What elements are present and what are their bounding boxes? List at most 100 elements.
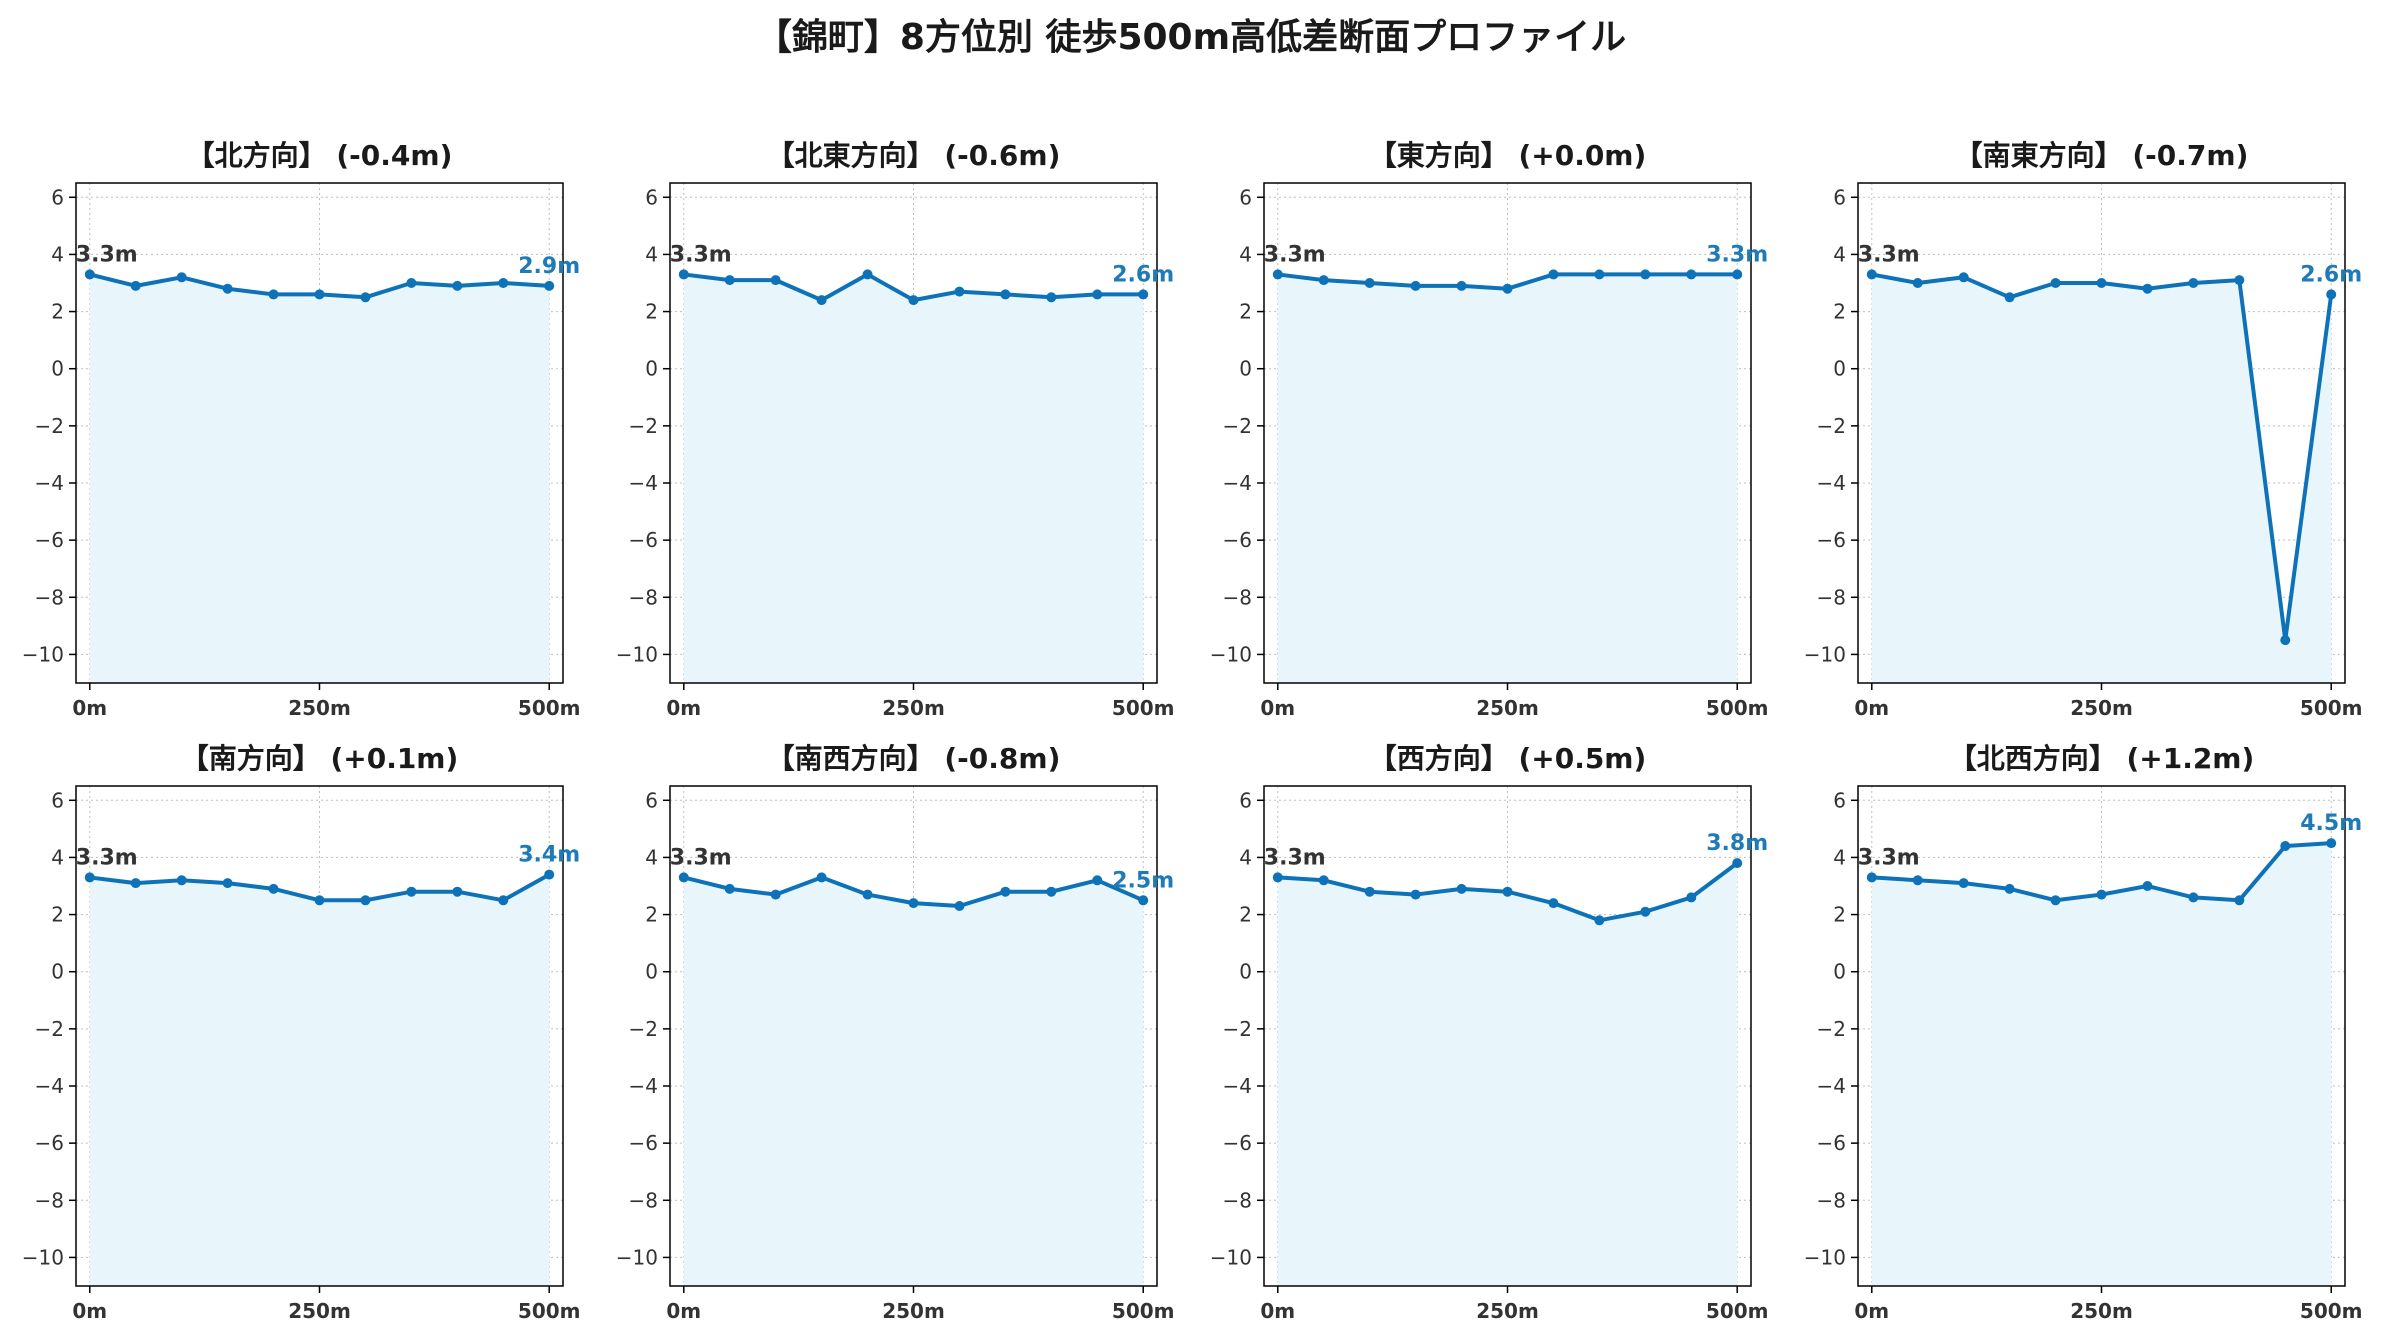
data-point [360,895,371,906]
data-point [268,883,279,894]
y-tick-label: −4 [35,1074,64,1098]
y-tick-label: 6 [645,788,658,812]
data-point [770,275,781,286]
y-tick-label: 6 [1833,185,1846,209]
data-point [1318,275,1329,286]
panel-title: 【東方向】 (+0.0m) [1369,139,1647,172]
data-point [2096,889,2107,900]
data-point [2004,883,2015,894]
end-label: 2.6m [1112,262,1174,287]
data-point [2280,635,2291,646]
chart-panel-8: 【北西方向】 (+1.2m) 6 4 2 0 −2 −4 −6 −8 −10 0m 250m 500m 3… [1804,742,2363,1323]
data-point [1866,269,1877,280]
data-point [908,898,919,909]
x-tick-label: 0m [72,1299,107,1323]
data-point [268,289,279,300]
y-tick-label: −8 [1223,1188,1252,1212]
y-tick-label: 2 [1239,903,1252,927]
data-point [1364,886,1375,897]
data-point [452,280,463,291]
y-tick-label: 6 [1239,788,1252,812]
data-point [954,901,965,911]
data-point [1640,906,1651,917]
end-label: 2.6m [2300,262,2362,287]
data-point [1594,915,1605,926]
y-tick-label: 0 [1239,357,1252,381]
y-tick-label: 0 [51,357,64,381]
x-tick-label: 250m [882,1299,945,1323]
x-tick-label: 0m [72,696,107,720]
data-point [1272,269,1283,280]
y-tick-label: 4 [1239,242,1252,266]
y-tick-label: −2 [629,414,658,438]
data-point [1092,875,1103,886]
data-point [1866,872,1877,883]
data-point [724,883,735,894]
y-tick-label: −4 [1223,1074,1252,1098]
data-point [816,295,827,306]
y-tick-label: −6 [1817,528,1846,552]
end-label: 3.3m [1706,242,1768,267]
y-tick-label: −8 [35,1188,64,1212]
x-tick-label: 250m [1476,1299,1539,1323]
chart-panel-5: 【南方向】 (+0.1m) 6 4 2 0 −2 −4 −6 −8 −10 0m 250m 500m 3.… [22,742,581,1323]
y-tick-label: −4 [629,471,658,495]
end-label: 2.9m [518,254,580,279]
x-tick-label: 250m [288,1299,351,1323]
x-tick-label: 0m [1854,1299,1889,1323]
y-tick-label: −2 [1817,1017,1846,1041]
data-point [1502,283,1513,294]
x-tick-label: 250m [2070,1299,2133,1323]
y-tick-label: −8 [1223,585,1252,609]
data-point [1000,886,1011,897]
panel-title: 【北方向】 (-0.4m) [187,139,453,172]
y-tick-label: −8 [629,1188,658,1212]
page-title: 【錦町】8方位別 徒歩500m高低差断面プロファイル [755,17,1627,58]
y-tick-label: −6 [35,528,64,552]
start-label: 3.3m [1858,845,1920,870]
plot-frame [1263,182,1752,684]
y-tick-label: 0 [51,960,64,984]
y-tick-label: −4 [35,471,64,495]
y-tick-label: −10 [22,1245,64,1269]
y-tick-label: 6 [51,185,64,209]
y-tick-label: −6 [1223,1131,1252,1155]
y-tick-label: 4 [645,242,658,266]
y-tick-label: −10 [1804,1245,1846,1269]
y-tick-label: 4 [1833,242,1846,266]
chart-panel-2: 【北東方向】 (-0.6m) 6 4 2 0 −2 −4 −6 −8 −10 0m 250m 500m 3… [616,139,1175,720]
y-tick-label: 4 [1833,845,1846,869]
data-point [2050,895,2061,906]
y-tick-label: −10 [1210,1245,1252,1269]
x-tick-label: 250m [2070,696,2133,720]
data-point [1912,875,1923,886]
data-point [84,872,95,883]
data-point [544,280,555,291]
y-tick-label: 4 [51,242,64,266]
data-point [84,269,95,280]
panel-title: 【南西方向】 (-0.8m) [767,742,1061,775]
y-tick-label: −2 [1223,1017,1252,1041]
data-point [222,283,233,294]
y-tick-label: −8 [1817,585,1846,609]
data-point [2142,881,2153,891]
data-point [908,295,919,306]
data-point [1502,886,1513,897]
y-tick-label: −2 [1817,414,1846,438]
data-point [1456,280,1467,291]
y-tick-label: −8 [629,585,658,609]
y-tick-label: −10 [616,642,658,666]
data-point [406,278,417,288]
data-point [1732,858,1743,869]
panel-title: 【南東方向】 (-0.7m) [1955,139,2249,172]
y-tick-label: −6 [629,1131,658,1155]
x-tick-label: 500m [2300,1299,2363,1323]
y-tick-label: −8 [35,585,64,609]
end-label: 3.8m [1706,831,1768,856]
y-tick-label: −6 [35,1131,64,1155]
y-tick-label: 2 [645,300,658,324]
area-fill [1277,274,1738,683]
data-point [1138,289,1149,300]
data-point [724,275,735,286]
